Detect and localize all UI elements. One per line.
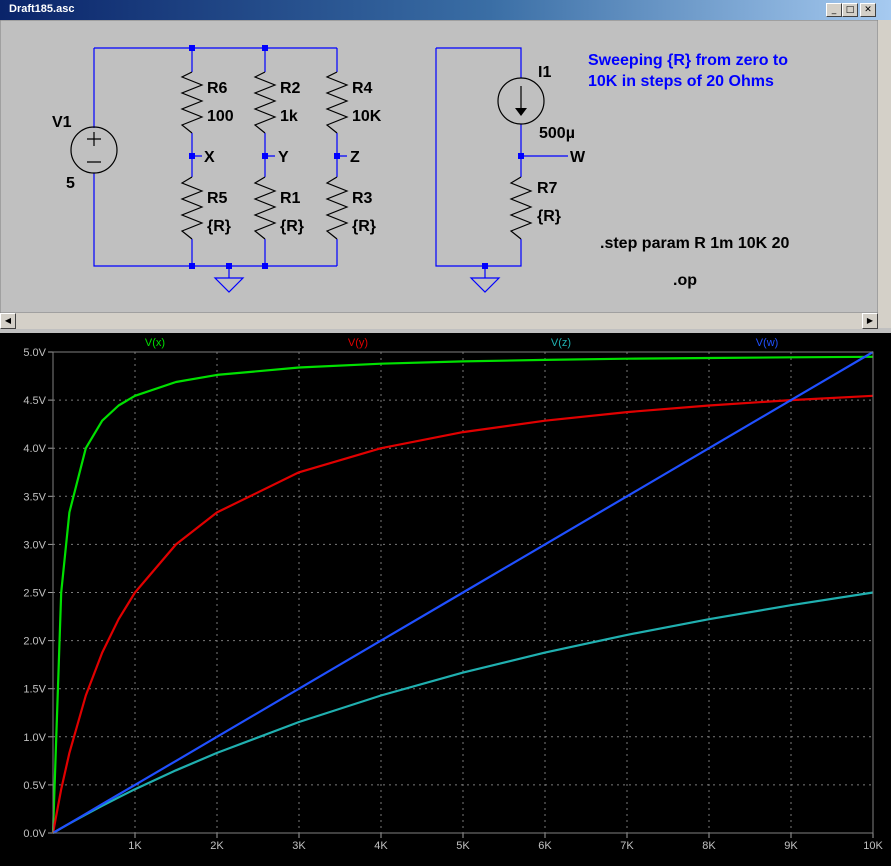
node-label-w: W <box>570 149 586 166</box>
y-tick-label: 3.0V <box>23 539 46 551</box>
r7-value: {R} <box>537 208 561 225</box>
legend-entry-vy[interactable]: V(y) <box>348 337 368 349</box>
ground-symbol <box>213 277 245 293</box>
close-button[interactable]: ✕ <box>860 3 876 17</box>
y-axis-tick-labels: 0.0V 0.5V 1.0V 1.5V 2.0V 2.5V 3.0V 3.5V 4.0V 4.5V… <box>23 347 46 840</box>
r6-value: 100 <box>207 108 234 125</box>
r6-name: R6 <box>207 80 228 97</box>
trace-vy <box>51 394 874 834</box>
r1-value: {R} <box>280 218 304 235</box>
r4-name: R4 <box>352 80 373 97</box>
i1-value: 500µ <box>539 125 575 142</box>
r5-name: R5 <box>207 190 228 207</box>
x-tick-label: 5K <box>456 840 470 852</box>
r2-name: R2 <box>280 80 301 97</box>
r4-value: 10K <box>352 108 382 125</box>
ground-symbol <box>469 277 501 293</box>
comment-line-2[interactable]: 10K in steps of 20 Ohms <box>588 73 774 90</box>
v1-value: 5 <box>66 175 75 192</box>
step-directive[interactable]: .step param R 1m 10K 20 <box>600 235 790 252</box>
y-tick-label: 3.5V <box>23 491 46 503</box>
x-tick-label: 4K <box>374 840 388 852</box>
r1-name: R1 <box>280 190 301 207</box>
y-tick-label: 2.0V <box>23 636 46 648</box>
y-tick-label: 5.0V <box>23 347 46 359</box>
y-tick-label: 2.5V <box>23 588 46 600</box>
trace-vw <box>52 351 874 834</box>
window-title: Draft185.asc <box>9 3 75 15</box>
y-tick-label: 4.0V <box>23 443 46 455</box>
current-source-i1[interactable] <box>497 77 545 125</box>
y-tick-label: 1.5V <box>23 684 46 696</box>
x-tick-label: 7K <box>620 840 634 852</box>
i1-name: I1 <box>538 64 551 81</box>
x-tick-label: 9K <box>784 840 798 852</box>
x-tick-label: 3K <box>292 840 306 852</box>
y-tick-label: 0.5V <box>23 780 46 792</box>
window-title-bar[interactable]: Draft185.asc _ □ ✕ <box>0 0 891 20</box>
x-axis-tick-labels: 1K 2K 3K 4K 5K 6K 7K 8K 9K 10K <box>128 840 883 852</box>
resistor-r7 <box>509 176 533 240</box>
comment-line-1[interactable]: Sweeping {R} from zero to <box>588 52 788 69</box>
r3-value: {R} <box>352 218 376 235</box>
resistor-r1 <box>253 176 277 240</box>
schematic-canvas[interactable]: V1 5 R6 100 R2 1k R4 10K R5 {R} R1 {R} R… <box>0 20 878 313</box>
r5-value: {R} <box>207 218 231 235</box>
scroll-right-arrow-icon[interactable]: ▶ <box>862 313 878 329</box>
trace-lines <box>51 351 874 834</box>
legend-entry-vx[interactable]: V(x) <box>145 337 165 349</box>
x-tick-label: 8K <box>702 840 716 852</box>
node-label-z: Z <box>350 149 360 166</box>
horizontal-scrollbar[interactable]: ◀ ▶ <box>0 313 878 329</box>
y-tick-label: 0.0V <box>23 828 46 840</box>
resistor-r4 <box>325 71 349 134</box>
resistor-r5 <box>180 176 204 240</box>
v1-name: V1 <box>52 114 72 131</box>
voltage-source-v1[interactable] <box>70 126 118 174</box>
trace-vx <box>51 355 874 834</box>
y-tick-label: 4.5V <box>23 395 46 407</box>
waveform-plot[interactable]: 0.0V 0.5V 1.0V 1.5V 2.0V 2.5V 3.0V 3.5V 4.0V 4.5V… <box>0 333 891 866</box>
plot-frame <box>52 351 874 834</box>
resistor-r3 <box>325 176 349 240</box>
minimize-button[interactable]: _ <box>826 3 842 17</box>
node-label-y: Y <box>278 149 289 166</box>
trace-legend[interactable]: V(x) V(y) V(z) V(w) <box>145 337 778 349</box>
y-tick-label: 1.0V <box>23 732 46 744</box>
maximize-button[interactable]: □ <box>842 3 858 17</box>
x-tick-label: 2K <box>210 840 224 852</box>
x-tick-label: 1K <box>128 840 142 852</box>
r3-name: R3 <box>352 190 373 207</box>
legend-entry-vz[interactable]: V(z) <box>551 337 571 349</box>
r2-value: 1k <box>280 108 298 125</box>
op-directive[interactable]: .op <box>673 272 697 289</box>
x-tick-label: 6K <box>538 840 552 852</box>
scroll-left-arrow-icon[interactable]: ◀ <box>0 313 16 329</box>
r7-name: R7 <box>537 180 558 197</box>
legend-entry-vw[interactable]: V(w) <box>756 337 779 349</box>
x-tick-label: 10K <box>863 840 883 852</box>
vertical-scrollbar[interactable] <box>878 20 891 328</box>
node-label-x: X <box>204 149 215 166</box>
resistor-r6 <box>180 71 204 134</box>
resistor-r2 <box>253 71 277 134</box>
plot-grid <box>48 351 874 838</box>
